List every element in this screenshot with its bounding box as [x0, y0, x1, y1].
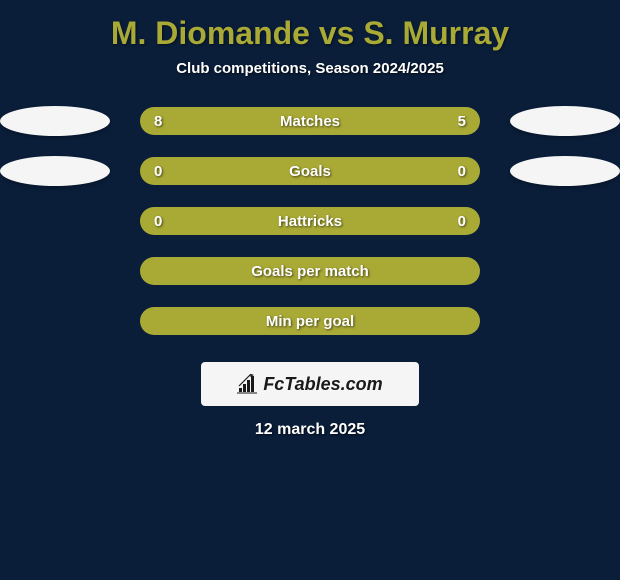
stat-row-matches: 8 Matches 5: [0, 107, 620, 135]
stat-bar: 8 Matches 5: [140, 107, 480, 135]
stat-bar: 0 Hattricks 0: [140, 207, 480, 235]
stat-label: Min per goal: [154, 313, 466, 330]
comparison-subtitle: Club competitions, Season 2024/2025: [176, 60, 444, 77]
comparison-title: M. Diomande vs S. Murray: [111, 15, 509, 52]
left-ellipse: [0, 156, 110, 186]
stat-label: Matches: [169, 113, 451, 130]
stat-label: Goals: [169, 163, 451, 180]
stat-right-value: 5: [451, 113, 466, 130]
stat-bar: Min per goal: [140, 307, 480, 335]
stat-left-value: 0: [154, 213, 169, 230]
stat-left-value: 8: [154, 113, 169, 130]
right-ellipse: [510, 106, 620, 136]
logo-inner: FcTables.com: [237, 374, 382, 395]
logo-text: FcTables.com: [263, 374, 382, 395]
stat-right-value: 0: [451, 163, 466, 180]
stat-row-gpm: Goals per match: [0, 257, 620, 285]
stat-row-hattricks: 0 Hattricks 0: [0, 207, 620, 235]
chart-icon: [237, 374, 259, 394]
stat-bar: Goals per match: [140, 257, 480, 285]
stat-label: Goals per match: [154, 263, 466, 280]
stat-bar: 0 Goals 0: [140, 157, 480, 185]
right-ellipse: [510, 156, 620, 186]
stat-label: Hattricks: [169, 213, 451, 230]
stat-row-goals: 0 Goals 0: [0, 157, 620, 185]
left-ellipse: [0, 106, 110, 136]
stat-left-value: 0: [154, 163, 169, 180]
logo-box: FcTables.com: [201, 362, 419, 406]
main-container: M. Diomande vs S. Murray Club competitio…: [0, 0, 620, 449]
stat-row-mpg: Min per goal: [0, 307, 620, 335]
date-text: 12 march 2025: [255, 421, 365, 439]
stat-right-value: 0: [451, 213, 466, 230]
